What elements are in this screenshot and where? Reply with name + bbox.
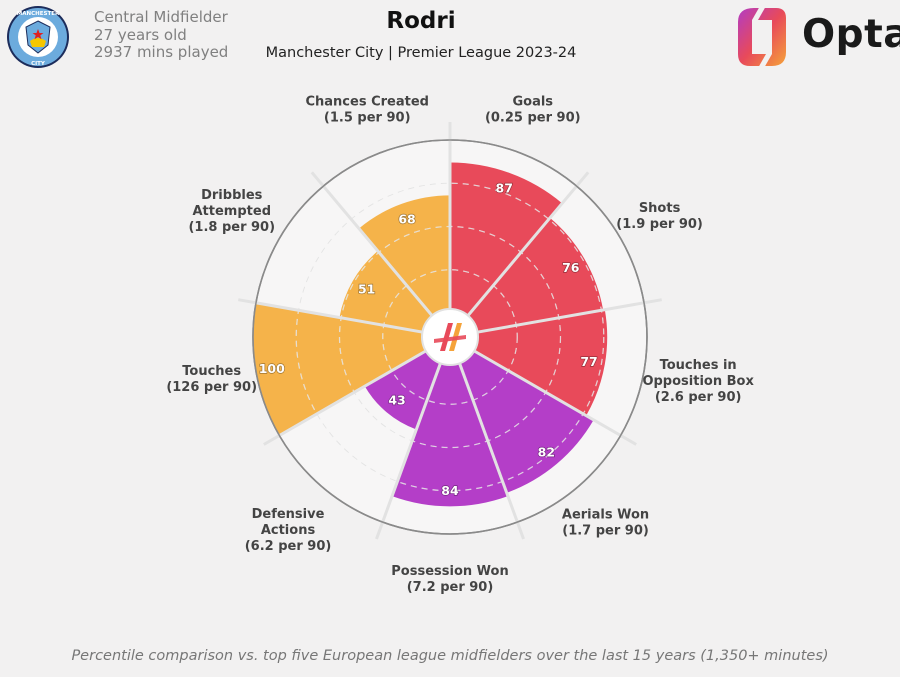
footnote: Percentile comparison vs. top five Europ… xyxy=(71,648,829,664)
value-label: 82 xyxy=(538,444,555,459)
badge-text-bottom: CITY xyxy=(31,61,46,67)
metric-label-touches: Touches (126 per 90) xyxy=(166,364,257,395)
value-label: 51 xyxy=(358,281,375,296)
wedge-shots xyxy=(465,217,604,333)
spoke xyxy=(464,171,590,320)
metric-label-possession-won: Possession Won (7.2 per 90) xyxy=(391,564,508,595)
wedge-possession-won xyxy=(392,359,508,507)
value-label: 76 xyxy=(562,260,580,275)
spoke xyxy=(456,359,525,540)
player-minutes: 2937 mins played xyxy=(94,43,229,61)
wedge-aerials-won xyxy=(458,349,594,493)
pizza-chart: 87 76 77 82 84 43 100 51 68 Goals (0.25 per 90) Sho… xyxy=(166,95,754,595)
wedge-touches-in-opposition-box xyxy=(470,309,608,416)
player-info: Central Midfielder 27 years old 2937 min… xyxy=(94,8,229,62)
page-title: Rodri xyxy=(386,8,456,34)
metric-label-aerials-won: Aerials Won (1.7 per 90) xyxy=(562,507,649,538)
metric-label-chances-created: Chances Created (1.5 per 90) xyxy=(305,95,429,126)
metric-label-dribbles-attempted: Dribbles Attempted (1.8 per 90) xyxy=(188,188,275,235)
page-subtitle: Manchester City | Premier League 2023-24 xyxy=(265,45,577,61)
spoke xyxy=(375,359,444,540)
player-position: Central Midfielder xyxy=(94,8,228,26)
wedge-goals xyxy=(450,162,563,319)
spoke xyxy=(470,347,637,446)
chart-border xyxy=(252,139,648,535)
opta-logo-icon xyxy=(738,6,786,68)
value-label: 43 xyxy=(388,393,405,408)
value-label: 87 xyxy=(496,181,513,196)
wedge-chances-created xyxy=(358,195,450,319)
opta-logo-text: Opta xyxy=(802,12,900,57)
wedge-dribbles-attempted xyxy=(339,251,435,333)
metric-label-shots: Shots (1.9 per 90) xyxy=(616,201,703,232)
value-label: 68 xyxy=(398,211,415,226)
value-label: 77 xyxy=(580,354,597,369)
player-age: 27 years old xyxy=(94,25,187,44)
grid-ring-shade-3 xyxy=(295,182,605,492)
grid-ring-shade-1 xyxy=(382,269,518,405)
metric-label-goals: Goals (0.25 per 90) xyxy=(485,95,581,126)
center-logo-icon xyxy=(434,323,466,351)
value-label: 100 xyxy=(259,361,285,376)
spoke xyxy=(310,171,436,320)
wedge-touches xyxy=(253,302,430,436)
spoke xyxy=(473,298,662,335)
spoke xyxy=(263,347,430,446)
metric-label-touches-in-opposition-box: Touches in Opposition Box (2.6 per 90) xyxy=(642,358,754,405)
value-label: 84 xyxy=(441,483,459,498)
spoke xyxy=(238,298,427,335)
badge-text-top: MANCHESTER xyxy=(17,11,60,17)
metric-label-defensive-actions: Defensive Actions (6.2 per 90) xyxy=(245,507,332,554)
club-badge: MANCHESTER CITY xyxy=(7,6,69,68)
